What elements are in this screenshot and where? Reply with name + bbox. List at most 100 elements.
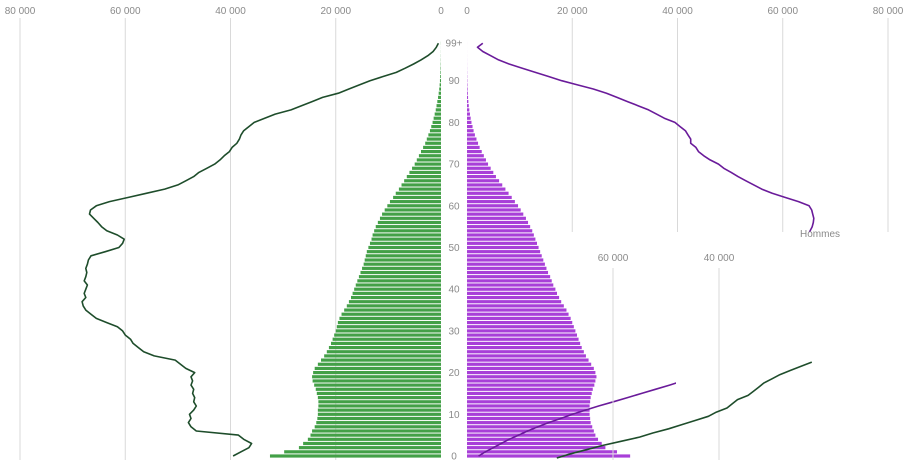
bar-right-age-37 <box>467 300 562 304</box>
bar-right-age-87 <box>467 91 468 95</box>
bar-right-age-30 <box>467 329 576 333</box>
bar-left-age-25 <box>326 350 441 354</box>
bar-left-age-62 <box>393 195 441 200</box>
bar-right-age-21 <box>467 366 594 371</box>
x-tick-right-3: 60 000 <box>767 6 798 17</box>
bar-left-age-64 <box>398 187 441 191</box>
bar-left-age-14 <box>317 396 441 400</box>
bar-left-age-52 <box>371 237 441 241</box>
bar-right-age-43 <box>467 275 551 279</box>
bar-right-age-52 <box>467 237 536 241</box>
bar-right-age-48 <box>467 254 542 258</box>
bar-left-age-58 <box>382 212 441 216</box>
bar-left-age-67 <box>406 175 441 179</box>
bar-left-age-66 <box>404 179 441 183</box>
bar-right-age-3 <box>467 441 602 446</box>
bar-right-age-45 <box>467 266 547 270</box>
bar-left-age-4 <box>307 437 441 441</box>
bar-right-age-35 <box>467 308 567 312</box>
bar-right-age-76 <box>467 137 477 141</box>
bar-right-age-10 <box>467 412 590 416</box>
bar-left-age-34 <box>341 312 441 316</box>
bar-left-age-41 <box>355 283 441 287</box>
bar-left-age-42 <box>357 279 441 283</box>
bar-left-age-76 <box>426 137 441 141</box>
bar-left-age-32 <box>337 320 441 325</box>
bar-right-age-23 <box>467 358 589 362</box>
bars-left <box>269 41 441 458</box>
bar-left-age-15 <box>316 391 441 396</box>
age-tick-20: 20 <box>448 368 460 379</box>
bar-left-age-83 <box>435 108 441 112</box>
bar-left-age-40 <box>354 287 441 291</box>
bar-right-age-29 <box>467 333 577 337</box>
bar-left-age-20 <box>313 371 441 375</box>
bar-right-age-7 <box>467 425 593 429</box>
bar-right-age-60 <box>467 204 519 208</box>
bar-right-age-22 <box>467 362 592 366</box>
line-left <box>81 42 440 457</box>
bar-right-age-78 <box>467 129 474 133</box>
bar-left-age-54 <box>374 229 441 233</box>
bar-right-age-16 <box>467 387 593 391</box>
bar-right-age-6 <box>467 429 594 433</box>
bar-right-age-4 <box>467 437 599 441</box>
bar-left-age-85 <box>437 99 441 104</box>
bar-right-age-85 <box>467 99 469 104</box>
bar-left-age-22 <box>317 362 441 366</box>
inset-layer: 60 000 40 000 <box>556 253 813 460</box>
bar-right-age-27 <box>467 341 581 346</box>
bar-left-age-55 <box>375 225 441 229</box>
x-tick-labels: 80 000 60 000 40 000 20 000 0 0 20 000 40 000 60… <box>5 6 904 17</box>
bar-right-age-46 <box>467 262 545 266</box>
bar-left-age-86 <box>438 95 441 99</box>
bar-left-age-33 <box>339 316 441 320</box>
bar-left-age-73 <box>421 149 441 154</box>
bar-left-age-1 <box>284 450 441 454</box>
bar-right-age-74 <box>467 145 480 150</box>
bar-right-age-71 <box>467 158 486 162</box>
bar-left-age-3 <box>303 441 441 446</box>
bar-left-age-77 <box>428 133 441 137</box>
bar-right-age-79 <box>467 124 473 129</box>
bar-left-age-82 <box>434 112 441 116</box>
age-tick-30: 30 <box>448 326 460 337</box>
bar-left-age-60 <box>387 204 441 208</box>
bar-left-age-37 <box>348 300 441 304</box>
bar-left-age-50 <box>368 245 441 250</box>
inset-panel <box>676 232 904 460</box>
age-tick-50: 50 <box>448 243 460 254</box>
bar-left-age-63 <box>395 191 441 195</box>
bar-left-age-87 <box>438 91 441 95</box>
bar-left-age-30 <box>335 329 441 333</box>
bar-left-age-10 <box>317 412 441 416</box>
bar-left-age-47 <box>364 258 441 262</box>
bar-left-age-17 <box>314 383 441 387</box>
bar-right-age-14 <box>467 396 591 400</box>
bar-right-age-72 <box>467 154 484 158</box>
bar-left-age-38 <box>351 295 441 300</box>
bar-left-age-92 <box>440 70 441 74</box>
bar-right-age-77 <box>467 133 475 137</box>
bar-left-age-6 <box>312 429 441 433</box>
bar-left-age-23 <box>321 358 441 362</box>
bar-left-age-43 <box>358 275 441 279</box>
bar-right-age-81 <box>467 116 471 120</box>
bar-right-age-11 <box>467 408 590 412</box>
age-tick-40: 40 <box>448 285 460 296</box>
age-tick-80: 80 <box>448 118 460 129</box>
age-tick-0: 0 <box>451 452 457 460</box>
bars-right <box>467 41 631 458</box>
bar-right-age-49 <box>467 250 541 254</box>
bar-right-age-68 <box>467 170 494 175</box>
bar-left-age-12 <box>318 404 441 408</box>
bar-right-age-80 <box>467 120 472 124</box>
bar-left-age-61 <box>389 200 441 204</box>
line-left <box>81 42 440 457</box>
bar-left-age-51 <box>369 241 441 245</box>
bar-right-age-19 <box>467 375 597 379</box>
bar-right-age-63 <box>467 191 509 195</box>
bar-right-age-9 <box>467 416 591 421</box>
bar-right-age-88 <box>467 87 468 91</box>
age-tick-90: 90 <box>448 76 460 87</box>
